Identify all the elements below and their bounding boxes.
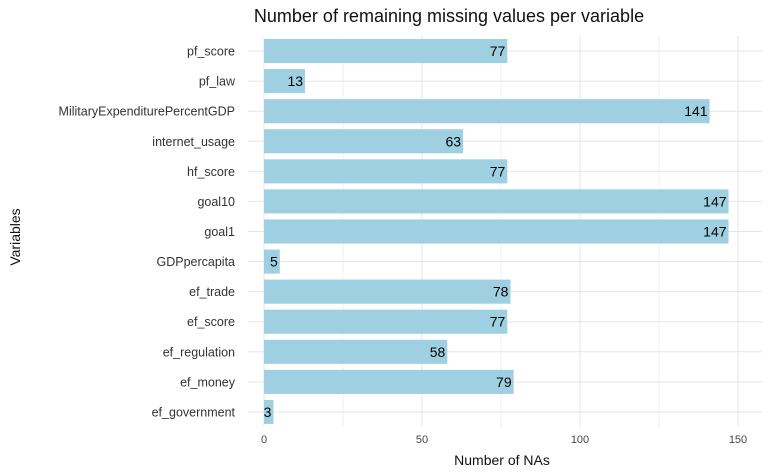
y-axis-title: Variables xyxy=(7,208,23,265)
category-label: internet_usage xyxy=(152,135,235,149)
bar-value-label: 147 xyxy=(703,224,727,240)
bar-internet_usage xyxy=(264,129,464,154)
bar-value-label: 78 xyxy=(493,284,509,300)
bar-MilitaryExpenditurePercentGDP xyxy=(264,99,710,124)
bar-value-label: 58 xyxy=(430,344,446,360)
category-label: goal1 xyxy=(204,225,235,239)
category-label: ef_score xyxy=(187,315,235,329)
bar-value-label: 141 xyxy=(684,103,708,119)
category-label: ef_government xyxy=(152,405,236,419)
bar-ef_government xyxy=(264,399,274,424)
category-label: hf_score xyxy=(187,165,235,179)
bar-value-label: 13 xyxy=(288,73,304,89)
category-label: goal10 xyxy=(197,195,235,209)
bar-value-label: 147 xyxy=(703,193,727,209)
bar-ef_trade xyxy=(264,279,511,304)
x-tick-label: 0 xyxy=(261,434,267,446)
bar-GDPpercapita xyxy=(264,249,280,274)
category-label: GDPpercapita xyxy=(156,255,235,269)
bar-value-label: 77 xyxy=(490,314,506,330)
bar-value-label: 3 xyxy=(264,404,272,420)
x-tick-label: 50 xyxy=(416,434,428,446)
bar-ef_score xyxy=(264,309,508,334)
x-axis-tick-labels: 0 50 100 150 xyxy=(261,434,747,446)
bars xyxy=(264,39,729,424)
x-axis-title: Number of NAs xyxy=(454,452,550,468)
category-label: pf_score xyxy=(187,45,235,59)
bar-value-label: 77 xyxy=(490,43,506,59)
x-tick-label: 150 xyxy=(729,434,747,446)
bar-value-label: 79 xyxy=(496,374,512,390)
x-tick-label: 100 xyxy=(571,434,589,446)
y-axis-category-labels: pf_score pf_law MilitaryExpenditurePercent… xyxy=(59,45,236,420)
bar-ef_regulation xyxy=(264,339,448,364)
category-label: ef_regulation xyxy=(163,345,235,359)
bar-goal10 xyxy=(264,189,729,214)
bar-pf_law xyxy=(264,69,306,94)
bar-pf_score xyxy=(264,39,508,64)
category-label: ef_money xyxy=(180,375,236,389)
bar-value-label: 5 xyxy=(270,254,278,270)
bar-hf_score xyxy=(264,159,508,184)
bar-goal1 xyxy=(264,219,729,244)
bar-value-labels: 77 13 141 63 77 147 147 5 78 77 58 79 3 xyxy=(264,43,727,420)
category-label: MilitaryExpenditurePercentGDP xyxy=(59,105,235,119)
bar-value-label: 63 xyxy=(446,133,462,149)
category-label: ef_trade xyxy=(189,285,235,299)
bar-ef_money xyxy=(264,369,514,394)
bar-value-label: 77 xyxy=(490,163,506,179)
chart-title: Number of remaining missing values per v… xyxy=(254,6,644,26)
category-label: pf_law xyxy=(199,75,236,89)
